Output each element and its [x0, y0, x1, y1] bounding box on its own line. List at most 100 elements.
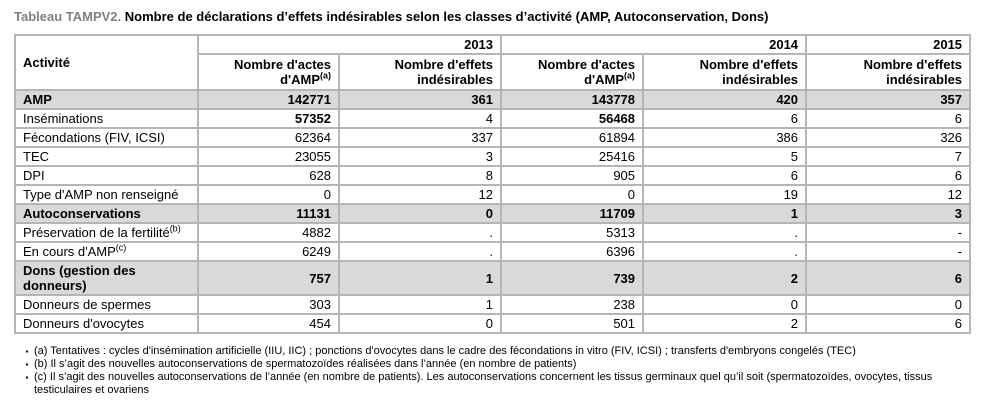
- footnote-a: ▪ (a) Tentatives : cycles d'insémination…: [20, 345, 969, 358]
- value-cell: 628: [197, 165, 340, 186]
- value-cell: 0: [500, 184, 645, 205]
- value-cell: 25416: [500, 146, 645, 167]
- activity-label: AMP: [14, 89, 199, 110]
- value-cell: 7: [805, 146, 972, 167]
- value-cell: 2: [642, 313, 808, 334]
- value-cell: 501: [500, 313, 645, 334]
- footnote-text: (b) Il s’agit des nouvelles autoconserva…: [34, 358, 577, 370]
- activity-label: Préservation de la fertilité(b): [14, 222, 199, 243]
- table-row: Type d'AMP non renseigné 0 12 0 19 12: [14, 184, 972, 205]
- value-cell: 0: [805, 294, 972, 315]
- value-cell: 6: [805, 260, 972, 296]
- value-cell: 757: [197, 260, 340, 296]
- value-cell: 2: [642, 260, 808, 296]
- value-cell: 6: [642, 108, 808, 129]
- year-header-2014: 2014: [500, 34, 808, 55]
- activity-label: Donneurs d'ovocytes: [14, 313, 199, 334]
- table-row: TEC 23055 3 25416 5 7: [14, 146, 972, 167]
- value-cell: 143778: [500, 89, 645, 110]
- col-header-effets-2014: Nombre d'effets indésirables: [642, 53, 808, 91]
- value-cell: 61894: [500, 127, 645, 148]
- footnote-ref-a: (a): [320, 70, 331, 81]
- footnote-ref-a: (a): [624, 70, 636, 81]
- value-cell: 12: [805, 184, 972, 205]
- value-cell: 0: [337, 203, 503, 224]
- value-cell: 8: [337, 165, 503, 186]
- value-cell: 303: [197, 294, 340, 315]
- value-cell: 11131: [197, 203, 340, 224]
- value-cell: 357: [805, 89, 972, 110]
- table-row: Donneurs d'ovocytes 454 0 501 2 6: [14, 313, 972, 334]
- table-title-prefix: Tableau TAMPV2.: [14, 9, 122, 24]
- col-header-line1: Nombre d'actes: [538, 57, 636, 72]
- footnote-b: ▪ (b) Il s’agit des nouvelles autoconser…: [20, 358, 969, 371]
- table-row: Préservation de la fertilité(b) 4882. 5313…: [14, 222, 972, 243]
- value-cell: 386: [642, 127, 808, 148]
- value-cell: 5313: [500, 222, 645, 243]
- value-cell: .: [337, 241, 503, 262]
- col-header-line1: Nombre d'actes: [233, 57, 331, 72]
- year-header-2013: 2013: [196, 34, 503, 55]
- value-cell: 0: [642, 294, 808, 315]
- col-header-line2: d'AMP: [280, 72, 320, 87]
- value-cell: 4: [337, 108, 503, 129]
- col-header-line1: Nombre d'effets: [863, 57, 963, 72]
- activity-label: Fécondations (FIV, ICSI): [14, 127, 199, 148]
- table-title: Tableau TAMPV2. Nombre de déclarations d…: [14, 9, 969, 25]
- footnote-c: ▪ (c) Il s’agit des nouvelles autoconser…: [20, 371, 969, 397]
- footnote-text: (a) Tentatives : cycles d'insémination a…: [34, 345, 856, 357]
- col-header-line1: Nombre d'effets: [394, 57, 494, 72]
- value-cell: 337: [337, 127, 503, 148]
- value-cell: -: [805, 222, 972, 243]
- col-header-line2: d'AMP: [584, 72, 625, 87]
- value-cell: 5: [642, 146, 808, 167]
- value-cell: 454: [197, 313, 340, 334]
- activity-column-header: Activité: [14, 34, 199, 91]
- value-cell: 1: [337, 260, 503, 296]
- value-cell: 4882: [197, 222, 340, 243]
- activity-label: Dons (gestion des donneurs): [14, 260, 199, 296]
- bullet-icon: ▪: [25, 360, 29, 369]
- activity-label: Autoconservations: [14, 203, 199, 224]
- value-cell: 0: [197, 184, 340, 205]
- value-cell: 19: [642, 184, 808, 205]
- column-header-row: Nombre d'actes d'AMP(a) Nombre d'effets …: [15, 53, 972, 91]
- page: Tableau TAMPV2. Nombre de déclarations d…: [14, 9, 972, 397]
- value-cell: 6: [805, 313, 972, 334]
- table-row: Autoconservations 11131 0 11709 1 3: [14, 203, 972, 224]
- data-table: Activité 2013 2014 2015 Nombre d'actes d…: [14, 34, 972, 334]
- value-cell: 6396: [500, 241, 645, 262]
- activity-label: En cours d'AMP(c): [14, 241, 199, 262]
- col-header-actes-2013: Nombre d'actes d'AMP(a): [197, 53, 340, 91]
- value-cell: 420: [642, 89, 808, 110]
- activity-label: Donneurs de spermes: [14, 294, 199, 315]
- value-cell: .: [642, 222, 808, 243]
- table-row: Fécondations (FIV, ICSI) 62364 337 61894 386…: [14, 127, 972, 148]
- footnote-ref: (c): [115, 242, 127, 253]
- activity-label: DPI: [14, 165, 199, 186]
- value-cell: 142771: [197, 89, 340, 110]
- year-header-row: Activité 2013 2014 2015: [14, 34, 972, 91]
- value-cell: .: [642, 241, 808, 262]
- footnote-text: (c) Il s’agit des nouvelles autoconserva…: [34, 371, 933, 396]
- year-header-2015: 2015: [805, 34, 972, 55]
- value-cell: 12: [337, 184, 503, 205]
- footnotes: ▪ (a) Tentatives : cycles d'insémination…: [14, 345, 969, 397]
- value-cell: 1: [642, 203, 808, 224]
- value-cell: 238: [500, 294, 645, 315]
- value-cell: 0: [337, 313, 503, 334]
- table-row: Donneurs de spermes 303 1 238 0 0: [14, 294, 972, 315]
- col-header-actes-2014: Nombre d'actes d'AMP(a): [500, 53, 645, 91]
- value-cell: 11709: [500, 203, 645, 224]
- value-cell: 57352: [197, 108, 340, 129]
- value-cell: 1: [337, 294, 503, 315]
- value-cell: 6: [805, 108, 972, 129]
- value-cell: 6: [642, 165, 808, 186]
- activity-label: Type d'AMP non renseigné: [14, 184, 199, 205]
- table-row: DPI 628 8 905 6 6: [14, 165, 972, 186]
- col-header-effets-2013: Nombre d'effets indésirables: [337, 53, 503, 91]
- bullet-icon: ▪: [25, 347, 29, 356]
- activity-label: Inséminations: [14, 108, 199, 129]
- value-cell: 739: [500, 260, 645, 296]
- value-cell: -: [805, 241, 972, 262]
